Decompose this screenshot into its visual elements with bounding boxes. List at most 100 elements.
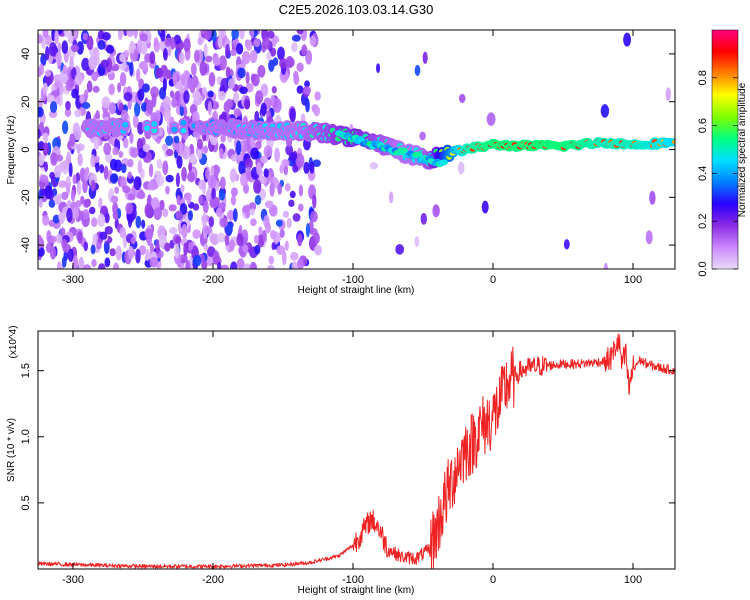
spectrogram-cell xyxy=(120,163,127,174)
spectrogram-cell xyxy=(179,254,188,264)
spectrogram-cell xyxy=(645,230,653,245)
spectrogram-cell xyxy=(98,263,106,269)
spectrogram-cell xyxy=(291,42,298,53)
y-tick-label: 0.5 xyxy=(20,495,32,510)
spectrogram-cell xyxy=(109,248,116,257)
spectrogram-cell xyxy=(254,244,261,255)
spectrogram-cell xyxy=(260,155,268,164)
spectrogram-cell xyxy=(274,147,280,163)
spectrogram-cell xyxy=(49,171,55,180)
spectrogram-cell xyxy=(241,50,251,65)
spectrogram-cell xyxy=(219,148,224,160)
spectrogram-cell xyxy=(136,39,143,55)
spectrogram-cell xyxy=(266,30,275,39)
spectrogram-cell xyxy=(216,232,226,243)
spectrogram-cell xyxy=(292,163,299,173)
spectrogram-cell xyxy=(127,158,134,168)
spectrogram-cell xyxy=(84,166,90,176)
ridge-cell xyxy=(122,121,129,128)
spectrogram-cell xyxy=(162,77,167,92)
spectrogram-cell xyxy=(283,163,289,176)
spectrogram-cell xyxy=(253,38,261,48)
spectrogram-cell xyxy=(266,264,275,269)
spectrogram-cell xyxy=(275,219,283,227)
spectrogram-cell xyxy=(88,55,97,71)
spectrogram-cell xyxy=(163,48,168,61)
spectrogram-cell xyxy=(203,43,208,58)
spectrogram-cell xyxy=(183,90,190,104)
spectrogram-cell xyxy=(104,212,110,224)
spectrogram-cell xyxy=(81,57,90,71)
spectrogram-cell xyxy=(58,81,64,97)
spectrogram-cell xyxy=(218,55,227,71)
spectrogram-cell xyxy=(277,46,285,61)
spectrogram-cell xyxy=(244,99,251,110)
spectrogram-cell xyxy=(103,240,110,255)
spectrogram-cell xyxy=(42,142,49,156)
x-tick-label: 100 xyxy=(624,274,642,286)
spectrogram-cell xyxy=(220,264,229,269)
spectrogram-cell xyxy=(119,176,127,189)
spectrogram-cell xyxy=(180,184,185,193)
spectrogram-cell xyxy=(140,102,148,112)
spectrogram-cell xyxy=(93,136,100,150)
x-tick-label: -200 xyxy=(202,574,224,586)
colorbar-axis: 0.0 0.2 0.4 0.6 0.8 xyxy=(697,70,738,277)
spectrogram-cell xyxy=(109,173,119,184)
spectrogram-cell xyxy=(276,245,286,255)
spectrogram-cell xyxy=(271,86,277,94)
spectrogram-cell xyxy=(205,168,210,180)
spectrogram-cell xyxy=(187,171,196,183)
spectrogram-cell xyxy=(242,244,249,253)
spectrogram-cell xyxy=(38,98,43,109)
spectrogram-cell xyxy=(91,258,97,268)
spectrogram-cell xyxy=(230,187,238,197)
spectrogram-cell xyxy=(63,30,70,38)
spectrogram-cell xyxy=(239,30,245,40)
spectrogram-cell xyxy=(249,208,256,216)
spectrogram-cell xyxy=(176,155,183,169)
spectrogram-cell xyxy=(199,61,208,76)
spectrogram-cell xyxy=(207,174,217,189)
spectrogram-cell xyxy=(203,30,212,41)
spectrogram-cell xyxy=(88,206,96,215)
spectrogram-cell xyxy=(256,162,262,176)
spectrogram-cell xyxy=(82,32,89,41)
spectrogram-cell xyxy=(38,129,41,139)
spectrogram-cell xyxy=(260,102,267,116)
spectrogram-cell xyxy=(117,82,122,93)
x-tick-label: 0 xyxy=(490,274,496,286)
spectrogram-cell xyxy=(301,44,308,56)
ridge-cell xyxy=(180,127,187,134)
spectrogram-cell xyxy=(105,44,115,54)
spectrogram-cell xyxy=(239,86,248,95)
spectrogram-cell xyxy=(296,30,304,35)
spectrogram-cell xyxy=(129,132,134,144)
spectrogram-x-label: Height of straight line (km) xyxy=(298,285,415,296)
ridge-cell xyxy=(414,151,423,158)
spectrogram-cell xyxy=(313,232,320,244)
spectrogram-cell xyxy=(197,149,203,160)
spectrogram-cell xyxy=(288,152,298,161)
snr-y-axis: 0.5 1.0 1.5 xyxy=(20,363,675,511)
spectrogram-cell xyxy=(263,145,273,158)
spectrogram-cell xyxy=(127,246,135,260)
spectrogram-cell xyxy=(141,219,146,229)
spectrogram-cell xyxy=(212,250,220,265)
spectrogram-cell xyxy=(127,171,133,179)
spectrogram-cell xyxy=(92,85,100,93)
colorbar-label: Normalized spectral amplitude xyxy=(737,82,748,217)
spectrogram-cell xyxy=(193,49,200,63)
spectrogram-cell xyxy=(218,189,226,201)
y-tick-label: 40 xyxy=(20,48,32,60)
spectrogram-cell xyxy=(220,133,226,143)
spectrogram-cell xyxy=(241,229,249,245)
spectrogram-cell xyxy=(113,159,123,172)
spectrogram-cell xyxy=(147,182,153,191)
spectrogram-cell xyxy=(58,180,68,188)
spectrogram-cell xyxy=(217,202,226,210)
x-tick-label: -300 xyxy=(62,274,84,286)
spectrogram-cell xyxy=(225,44,231,59)
spectrogram-cell xyxy=(388,191,394,204)
